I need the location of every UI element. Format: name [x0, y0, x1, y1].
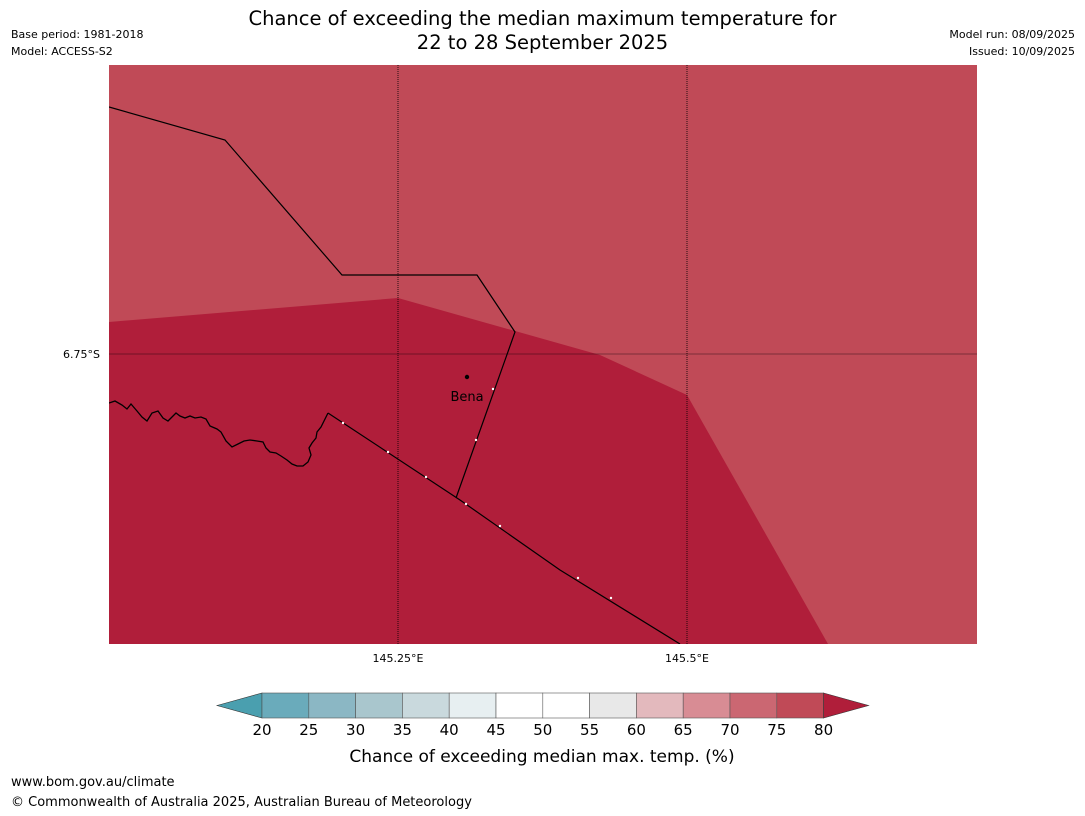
- bena-label: Bena: [450, 390, 483, 405]
- model-run-text: Model run: 08/09/2025: [949, 28, 1075, 41]
- boundary-markers: [341, 387, 613, 600]
- colorbar-label: Chance of exceeding median max. temp. (%…: [349, 747, 734, 767]
- issued-text: Issued: 10/09/2025: [968, 45, 1075, 58]
- colorbar-segment-3: [402, 692, 450, 719]
- colorbar-tick-25: 25: [299, 721, 318, 739]
- colorbar-segment-6: [542, 692, 590, 719]
- colorbar-over-triangle: [823, 692, 870, 719]
- colorbar-segment-10: [729, 692, 778, 719]
- colorbar-tick-45: 45: [486, 721, 505, 739]
- title-line-1: Chance of exceeding the median maximum t…: [248, 7, 837, 30]
- colorbar-tick-50: 50: [533, 721, 552, 739]
- colorbar-segment-5: [495, 692, 544, 719]
- colorbar-tick-75: 75: [767, 721, 786, 739]
- probability-above-75-region: [109, 298, 828, 644]
- district-boundary: [327, 412, 681, 644]
- colorbar-segment-11: [776, 692, 824, 719]
- colorbar-tick-70: 70: [720, 721, 739, 739]
- footer-url[interactable]: www.bom.gov.au/climate: [11, 775, 175, 790]
- header-left-meta: Base period: 1981-2018 Model: ACCESS-S2: [11, 26, 143, 60]
- colorbar-tick-60: 60: [627, 721, 646, 739]
- footer-copyright: © Commonwealth of Australia 2025, Austra…: [11, 795, 472, 810]
- river-line: [109, 400, 329, 467]
- colorbar-tick-55: 55: [580, 721, 599, 739]
- colorbar-tick-80: 80: [814, 721, 833, 739]
- colorbar-tick-30: 30: [346, 721, 365, 739]
- colorbar-segment-9: [682, 692, 731, 719]
- colorbar-segment-8: [636, 692, 684, 719]
- bena-marker[interactable]: [464, 374, 470, 380]
- map-panel[interactable]: Bena: [109, 65, 977, 644]
- colorbar-tick-20: 20: [252, 721, 271, 739]
- header-right-meta: Model run: 08/09/2025 Issued: 10/09/2025: [949, 26, 1075, 60]
- colorbar-segment-7: [589, 692, 637, 719]
- colorbar-tick-65: 65: [674, 721, 693, 739]
- lon-label-145-25: 145.25°E: [373, 652, 424, 665]
- colorbar-segment-2: [355, 692, 403, 719]
- colorbar-under-triangle: [215, 692, 263, 719]
- model-text: Model: ACCESS-S2: [11, 45, 113, 58]
- map-title: Chance of exceeding the median maximum t…: [0, 7, 1085, 55]
- colorbar-segment-0: [261, 692, 310, 719]
- base-period-text: Base period: 1981-2018: [11, 28, 144, 41]
- colorbar-segment-4: [448, 692, 497, 719]
- province-boundary: [109, 106, 516, 499]
- colorbar-tick-40: 40: [440, 721, 459, 739]
- colorbar: 20 25 30 35 40 45 50 55 60 65 70 75 80: [215, 692, 870, 739]
- colorbar-tick-35: 35: [393, 721, 412, 739]
- lat-label-6-75: 6.75°S: [63, 348, 100, 361]
- colorbar-segment-1: [308, 692, 356, 719]
- title-line-2: 22 to 28 September 2025: [416, 31, 669, 54]
- lon-label-145-5: 145.5°E: [665, 652, 709, 665]
